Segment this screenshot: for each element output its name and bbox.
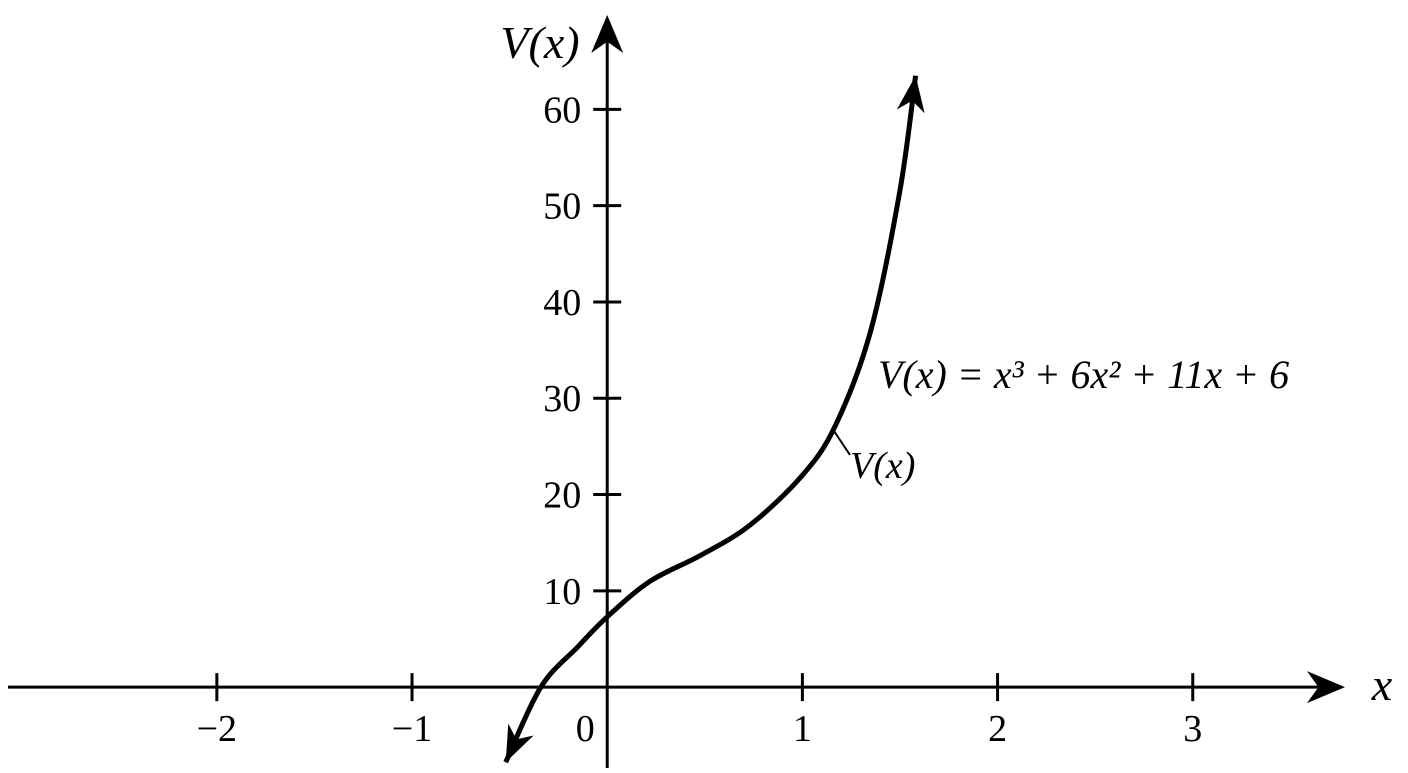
x-tick-label: 1 [793,708,812,750]
x-axis-label: x [1371,659,1393,710]
curve-arrow-start [505,723,534,763]
y-tick-label: 10 [543,571,581,613]
y-tick-label: 20 [543,475,581,517]
curve [503,75,919,764]
y-tick-label: 50 [543,186,581,228]
y-axis-label: V(x) [500,17,579,68]
curve-label-leader [831,427,851,456]
x-axis-arrow [1307,671,1345,704]
curve-arrow-end [896,75,925,114]
x-tick-label: 0 [576,708,595,750]
y-axis-arrow [591,15,624,53]
y-tick-label: 60 [543,89,581,131]
equation-annotation: V(x) = x³ + 6x² + 11x + 6 [878,352,1289,397]
y-tick-label: 30 [543,378,581,420]
x-tick-label: −1 [392,708,432,750]
x-tick-label: 3 [1183,708,1202,750]
x-tick-label: 2 [988,708,1007,750]
x-tick-label: −2 [197,708,237,750]
y-tick-label: 40 [543,282,581,324]
curve-label: V(x) [850,445,915,487]
